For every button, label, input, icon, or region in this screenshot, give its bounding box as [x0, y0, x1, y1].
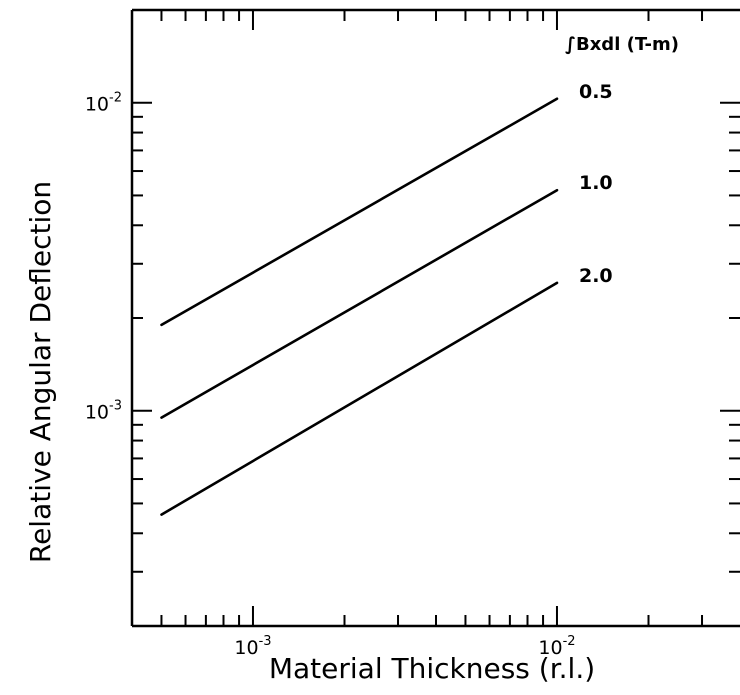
y-axis-title: Relative Angular Deflection — [24, 181, 57, 563]
tick-label-base: 10 — [538, 637, 562, 659]
series-line-3 — [160, 281, 559, 516]
x-tick-label: 10-2 — [538, 634, 575, 659]
x-tick-label: 10-3 — [234, 634, 271, 659]
y-tick-label: 10-2 — [85, 91, 122, 116]
plot-frame — [130, 8, 740, 628]
tick-label-base: 10 — [85, 94, 109, 116]
series-label-2: 1.0 — [579, 172, 613, 194]
tick-label-exponent: -2 — [109, 91, 122, 106]
tick-label-base: 10 — [234, 637, 258, 659]
tick-label-exponent: -3 — [259, 634, 272, 649]
series-label-1: 0.5 — [579, 81, 613, 103]
series-line-2 — [160, 188, 559, 419]
x-axis-title: Material Thickness (r.l.) — [269, 652, 595, 685]
tick-label-exponent: -2 — [563, 634, 576, 649]
tick-label-exponent: -3 — [109, 399, 122, 414]
legend-title: ∫Bxdl (T-m) — [565, 34, 679, 55]
axis-ticks — [131, 10, 740, 626]
series-line-1 — [160, 97, 559, 327]
y-tick-label: 10-3 — [85, 399, 122, 424]
series-label-3: 2.0 — [579, 265, 613, 287]
series-labels: 0.5 1.0 2.0 — [579, 81, 613, 287]
axis-tick-labels: 10-3 10-210-310-2 — [85, 91, 576, 659]
series-lines — [160, 97, 559, 516]
tick-label-base: 10 — [85, 402, 109, 424]
